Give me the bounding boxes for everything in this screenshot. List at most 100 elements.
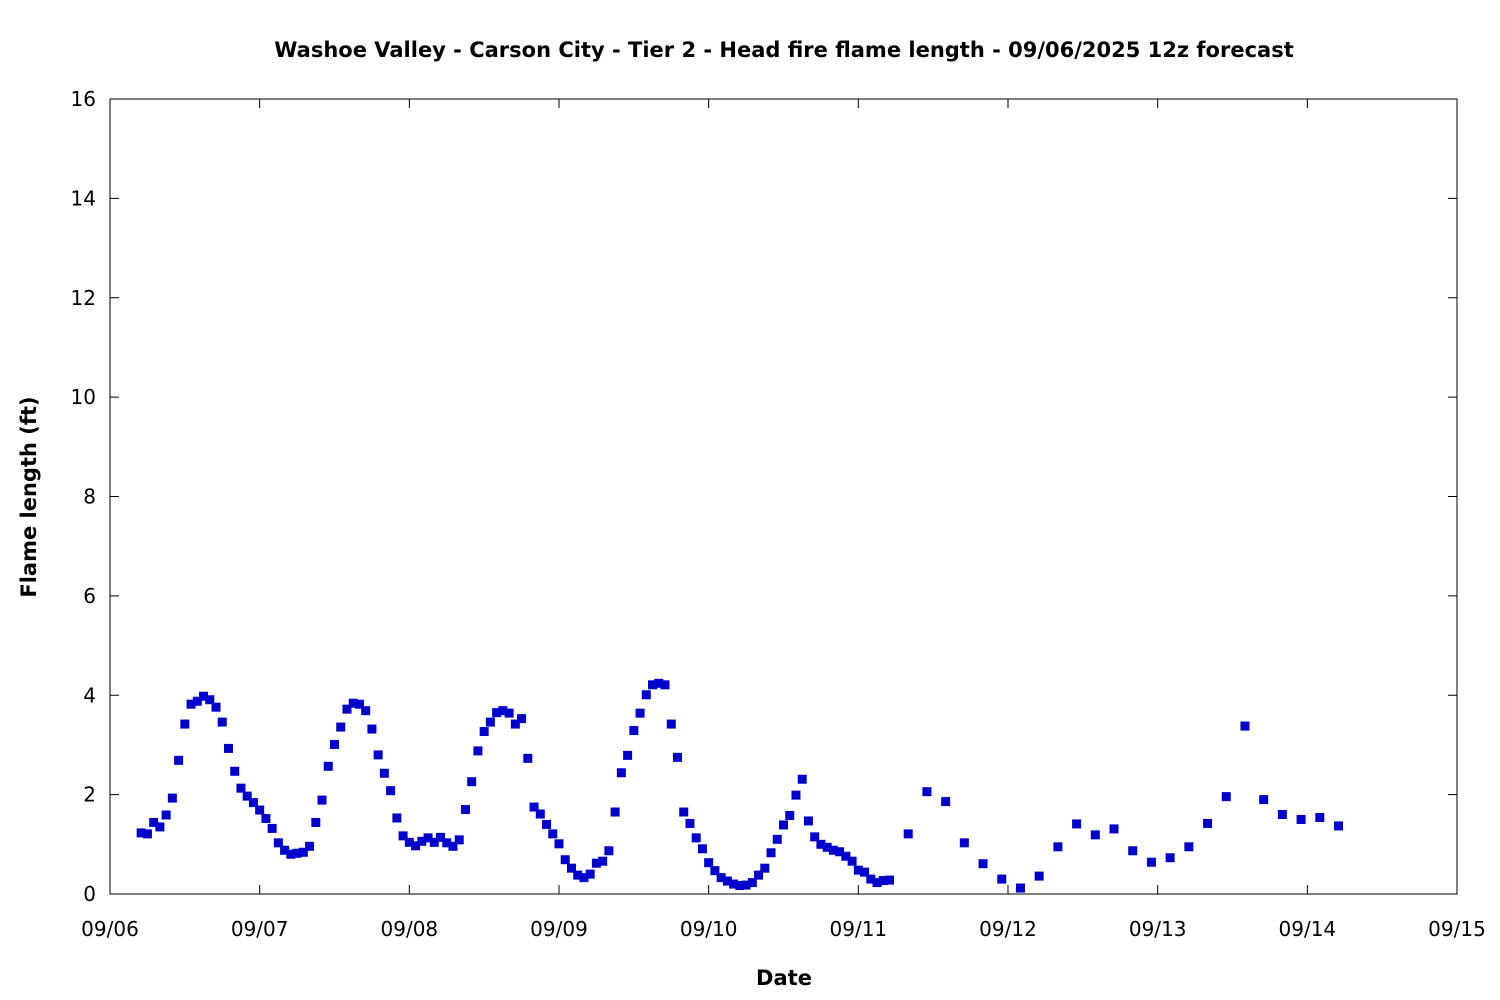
data-point [604,846,614,856]
data-point [504,708,514,718]
data-point [1090,830,1100,840]
data-point [554,839,564,849]
data-point [866,874,876,884]
data-point [454,835,464,845]
data-point [1053,842,1063,852]
y-tick-label: 8 [83,485,96,509]
data-point [591,858,601,868]
data-point [174,755,184,765]
data-point [217,717,227,727]
data-point [311,817,321,827]
data-point [1296,814,1306,824]
data-point [760,863,770,873]
x-tick-label: 09/13 [1129,917,1187,941]
data-point [779,820,788,830]
data-point [492,708,502,718]
data-point [853,865,863,875]
x-tick-label: 09/07 [231,917,289,941]
data-point [149,817,159,827]
data-point [978,859,988,869]
data-point [467,777,477,787]
data-point [479,727,489,737]
data-point [392,813,402,823]
data-point [766,848,776,858]
x-tick-label: 09/11 [830,917,888,941]
data-point [785,810,795,820]
y-tick-label: 12 [71,286,96,310]
x-tick-label: 09/15 [1428,917,1486,941]
data-point [292,848,302,858]
data-point [517,714,527,724]
data-point [878,876,888,886]
data-point [997,874,1007,884]
data-point [716,873,726,883]
data-point [404,837,414,847]
data-point [959,838,969,848]
data-point [566,863,576,873]
data-point [255,805,265,815]
data-point [1128,846,1138,856]
data-point [379,768,389,778]
data-point [261,813,271,823]
data-points [136,678,1344,893]
data-point [672,752,682,762]
data-point [411,841,421,851]
data-point [903,829,913,839]
data-point [136,828,146,838]
y-tick-label: 2 [83,783,96,807]
x-tick-label: 09/06 [81,917,139,941]
data-point [629,726,639,736]
y-tick-label: 4 [83,683,96,707]
data-point [860,867,870,877]
data-point [448,841,458,851]
data-point [535,809,545,819]
y-tick-label: 0 [83,882,96,906]
data-point [922,787,932,797]
data-point [885,875,895,885]
data-point [429,837,439,847]
data-point [373,750,383,760]
data-point [442,838,452,848]
data-point [348,698,358,708]
data-point [236,783,246,793]
data-point [417,836,427,846]
data-point [1315,812,1325,822]
data-point [361,706,371,716]
data-point [654,678,664,688]
data-point [473,746,483,756]
data-point [1240,721,1250,731]
data-point [816,839,826,849]
data-point [1184,842,1194,852]
data-point [872,878,882,888]
data-point [460,805,470,815]
data-point [280,845,290,855]
data-point [803,816,813,826]
data-point [822,842,832,852]
y-tick-label: 16 [71,87,96,111]
data-point [248,798,258,808]
data-point [548,829,558,839]
data-point [498,706,508,716]
x-tick-label: 09/14 [1279,917,1337,941]
data-point [691,833,701,843]
data-point [791,790,801,800]
data-point [679,807,689,817]
data-point [1221,792,1231,802]
data-point [223,743,233,753]
data-point [810,832,820,842]
data-point [685,818,695,828]
x-tick-label: 09/08 [381,917,439,941]
data-point [573,870,583,880]
data-point [336,722,346,732]
data-point [423,833,433,843]
data-point [847,856,857,866]
x-tick-label: 09/10 [680,917,738,941]
plot-frame [109,98,1458,895]
axis-ticks: 09/06 09/07 09/08 09/09 09/10 09/11 09/12 09/13… [71,87,1486,941]
data-point [1165,853,1175,863]
data-point [704,858,714,868]
data-point [1015,883,1025,893]
data-point [398,831,408,841]
y-tick-label: 10 [71,385,96,409]
